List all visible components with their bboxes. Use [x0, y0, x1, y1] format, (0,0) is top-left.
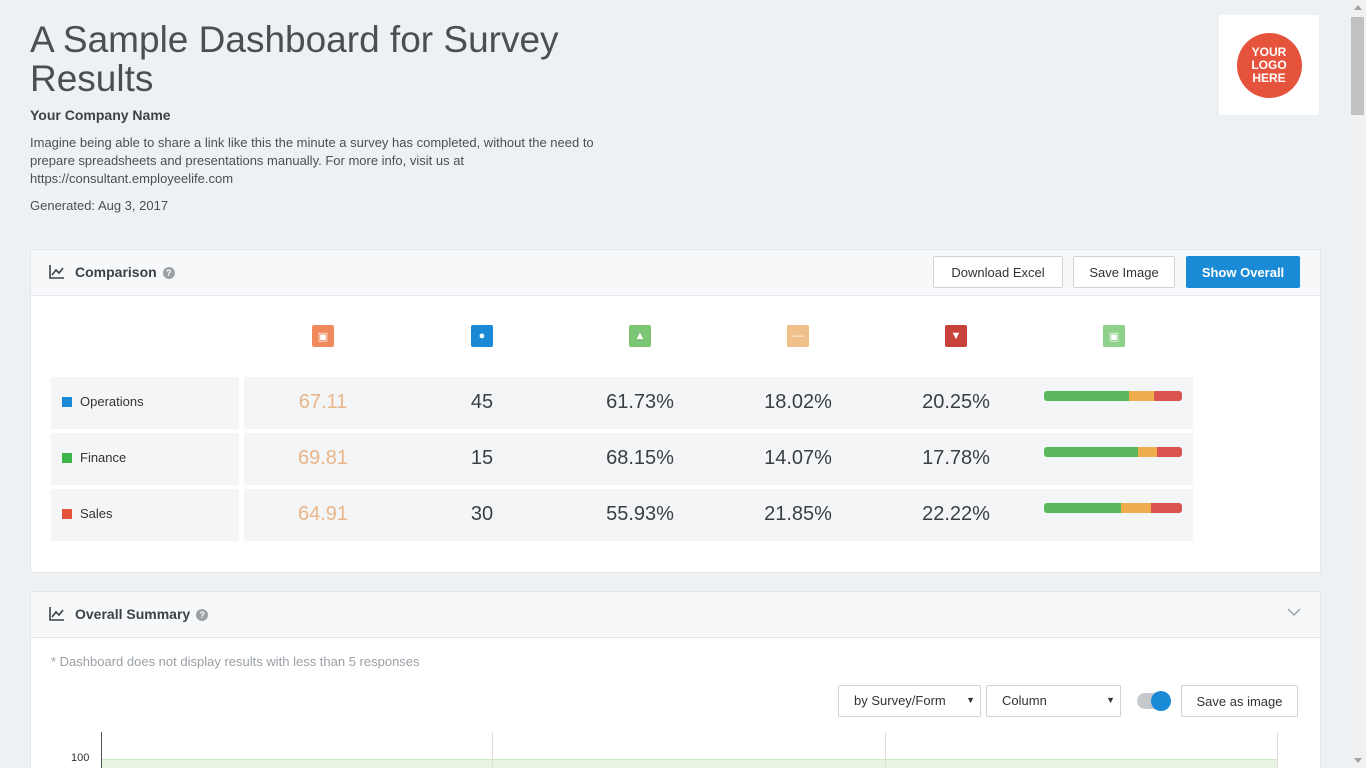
scroll-down-arrow-icon[interactable] [1354, 758, 1362, 763]
scroll-up-arrow-icon[interactable] [1354, 5, 1362, 10]
company-name: Your Company Name [30, 107, 171, 123]
positive-value: 68.15% [606, 447, 674, 469]
negative-value: 20.25% [922, 391, 990, 413]
row-name: Operations [80, 394, 144, 409]
negative-value: 22.22% [922, 503, 990, 525]
line-chart-icon [49, 265, 64, 279]
help-icon[interactable]: ? [196, 609, 209, 621]
table-row: 64.91 30 55.93% 21.85% 22.22% [244, 489, 1193, 541]
thumbs-down-icon: ▼ [945, 325, 967, 347]
count-value: 30 [470, 503, 494, 525]
positive-value: 61.73% [606, 391, 674, 413]
neutral-value: 21.85% [764, 503, 832, 525]
neutral-segment [1121, 503, 1152, 513]
row-label: Finance [51, 433, 239, 485]
y-axis [101, 732, 102, 768]
neutral-value: 14.07% [764, 447, 832, 469]
legend-swatch [62, 397, 72, 407]
grid-line [492, 732, 493, 768]
chart-toggle[interactable] [1137, 691, 1171, 711]
distribution-bar [1044, 503, 1182, 513]
caret-down-icon: ▼ [1106, 695, 1115, 705]
row-name: Sales [80, 506, 113, 521]
legend-swatch [62, 509, 72, 519]
page-description: Imagine being able to share a link like … [30, 135, 594, 186]
group-by-select[interactable]: by Survey/Form ▼ [838, 685, 981, 717]
caret-down-icon: ▼ [966, 695, 975, 705]
grid-line [1277, 732, 1278, 768]
positive-segment [1044, 391, 1130, 401]
chart-type-select[interactable]: Column ▼ [986, 685, 1121, 717]
neutral-icon: — [787, 325, 809, 347]
logo-placeholder: YOUR LOGO HERE [1236, 32, 1302, 98]
neutral-value: 18.02% [764, 391, 832, 413]
chart-band [102, 759, 1278, 768]
distribution-icon: ▣ [1103, 325, 1125, 347]
count-value: 15 [470, 447, 494, 469]
save-image-button[interactable]: Save Image [1073, 256, 1175, 288]
neutral-segment [1129, 391, 1155, 401]
show-overall-button[interactable]: Show Overall [1186, 256, 1300, 288]
help-icon[interactable]: ? [162, 267, 175, 279]
summary-panel-header: Overall Summary? [31, 592, 1320, 638]
neutral-segment [1138, 447, 1158, 457]
summary-title: Overall Summary? [75, 606, 209, 622]
comparison-panel-header: Comparison? Download Excel Save Image Sh… [31, 250, 1320, 296]
row-label: Operations [51, 377, 239, 429]
line-chart-icon [49, 607, 64, 621]
row-name: Finance [80, 450, 127, 465]
download-excel-button[interactable]: Download Excel [933, 256, 1063, 288]
distribution-bar [1044, 391, 1182, 401]
page-title: A Sample Dashboard for Survey Results [30, 19, 559, 99]
company-logo: YOUR LOGO HERE [1219, 15, 1319, 115]
count-value: 45 [470, 391, 494, 413]
negative-segment [1157, 447, 1182, 457]
table-row: 67.11 45 61.73% 18.02% 20.25% [244, 377, 1193, 429]
group-by-value: by Survey/Form [854, 693, 946, 708]
negative-segment [1151, 503, 1182, 513]
generated-date: Generated: Aug 3, 2017 [30, 198, 169, 213]
score-icon: ▣ [312, 325, 334, 347]
thumbs-up-icon: ▲ [629, 325, 651, 347]
toggle-knob [1151, 691, 1171, 711]
responses-note: * Dashboard does not display results wit… [51, 654, 420, 669]
y-axis-tick-100: 100 [71, 752, 90, 764]
comparison-title: Comparison? [75, 264, 175, 280]
scrollbar-thumb[interactable] [1351, 17, 1364, 115]
grid-line [885, 732, 886, 768]
positive-segment [1044, 503, 1122, 513]
chart-type-value: Column [1002, 693, 1047, 708]
negative-segment [1154, 391, 1182, 401]
score-value: 64.91 [297, 503, 349, 525]
score-value: 67.11 [298, 391, 348, 413]
negative-value: 17.78% [922, 447, 990, 469]
row-label: Sales [51, 489, 239, 541]
legend-swatch [62, 453, 72, 463]
distribution-bar [1044, 447, 1182, 457]
positive-value: 55.93% [606, 503, 674, 525]
chevron-down-icon[interactable] [1286, 604, 1302, 620]
positive-segment [1044, 447, 1139, 457]
save-as-image-button[interactable]: Save as image [1181, 685, 1298, 717]
comparison-panel: Comparison? Download Excel Save Image Sh… [30, 249, 1321, 573]
score-value: 69.81 [297, 447, 349, 469]
vertical-scrollbar[interactable] [1349, 0, 1366, 768]
overall-summary-panel: Overall Summary? * Dashboard does not di… [30, 591, 1321, 768]
respondents-icon: ● [471, 325, 493, 347]
table-row: 69.81 15 68.15% 14.07% 17.78% [244, 433, 1193, 485]
